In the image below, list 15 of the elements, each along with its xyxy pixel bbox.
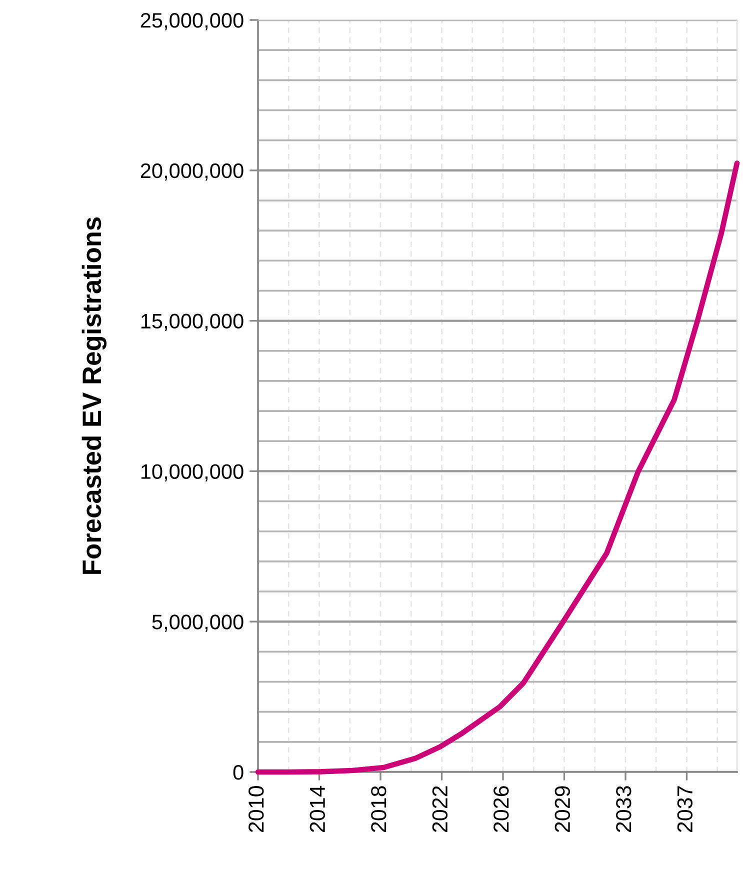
y-tick-label: 5,000,000 — [152, 614, 244, 632]
y-tick-label: 10,000,000 — [141, 464, 244, 482]
x-tick-label: 2029 — [554, 786, 570, 832]
y-axis-title: Forecasted EV Registrations — [82, 217, 107, 574]
x-tick-label: 2014 — [310, 786, 326, 832]
x-tick-label: 2010 — [248, 786, 264, 832]
y-tick-label: 20,000,000 — [140, 163, 244, 181]
x-tick-label: 2018 — [371, 786, 386, 832]
x-tick-label: 2037 — [677, 786, 693, 832]
y-tick-label: 15,000,000 — [141, 314, 244, 332]
x-tick-label: 2033 — [616, 786, 632, 832]
x-tick-label: 2026 — [494, 786, 509, 832]
x-tick-label: 2022 — [432, 786, 448, 832]
y-tick-label: 0 — [233, 765, 244, 780]
y-tick-label: 25,000,000 — [140, 13, 244, 30]
